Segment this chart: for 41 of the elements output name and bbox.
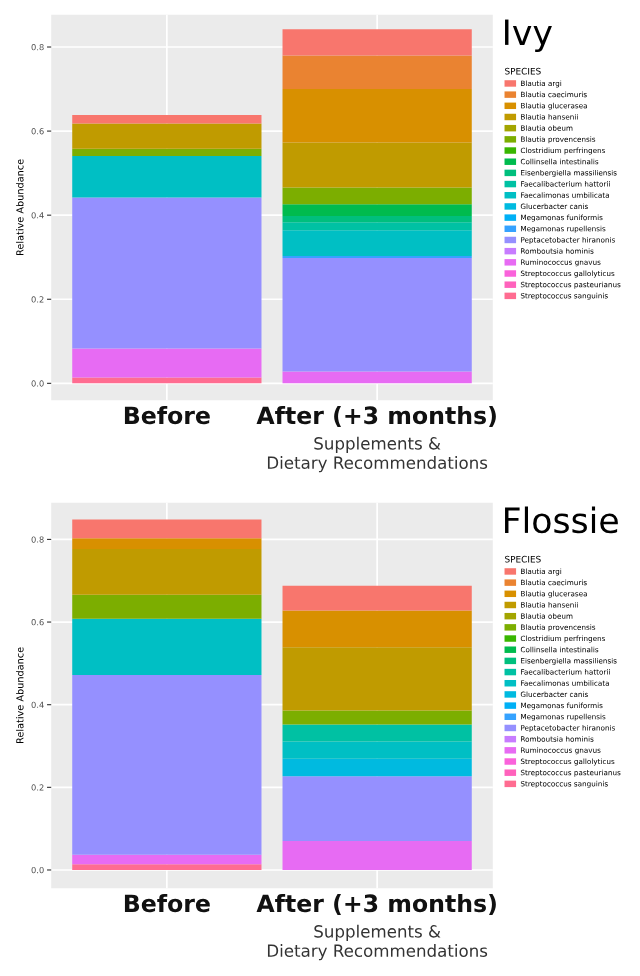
- bar: [72, 148, 262, 156]
- bar: [282, 230, 472, 256]
- bar: [72, 123, 262, 149]
- bar: [72, 674, 262, 855]
- bar: [282, 204, 472, 217]
- bar: [282, 610, 472, 648]
- bar: [282, 841, 472, 870]
- x-tick-label: Before: [124, 405, 210, 425]
- bar: [282, 710, 472, 725]
- bar: [72, 538, 262, 549]
- bar: [72, 348, 262, 378]
- bar: [282, 585, 472, 611]
- bar: [72, 377, 262, 384]
- bar: [72, 519, 262, 539]
- bar: [282, 216, 472, 223]
- bar: [282, 142, 472, 188]
- bar: [72, 594, 262, 619]
- bar: [282, 776, 472, 842]
- x-tick-label: After (+3 months) Supplements & Dietary Recommendations: [256, 893, 496, 961]
- chart-title: Ivy: [505, 19, 552, 53]
- x-tick-label: Before: [124, 893, 210, 913]
- bar: [72, 155, 262, 198]
- bar: [282, 89, 472, 143]
- bar: [282, 55, 472, 90]
- bar: [282, 258, 472, 372]
- bar: [282, 758, 472, 777]
- bar: [282, 29, 472, 56]
- bar: [282, 647, 472, 711]
- bar: [282, 741, 472, 759]
- chart-title: Flossie: [505, 506, 618, 534]
- bar: [282, 222, 472, 231]
- bar: [72, 197, 262, 349]
- bar: [72, 854, 262, 865]
- bar: [72, 864, 262, 870]
- bar: [72, 548, 262, 595]
- bar: [282, 371, 472, 384]
- x-tick-label: After (+3 months) Supplements & Dietary Recommendations: [256, 405, 496, 473]
- bar: [282, 187, 472, 205]
- bar: [72, 618, 262, 675]
- bar: [282, 724, 472, 742]
- bar: [72, 115, 262, 124]
